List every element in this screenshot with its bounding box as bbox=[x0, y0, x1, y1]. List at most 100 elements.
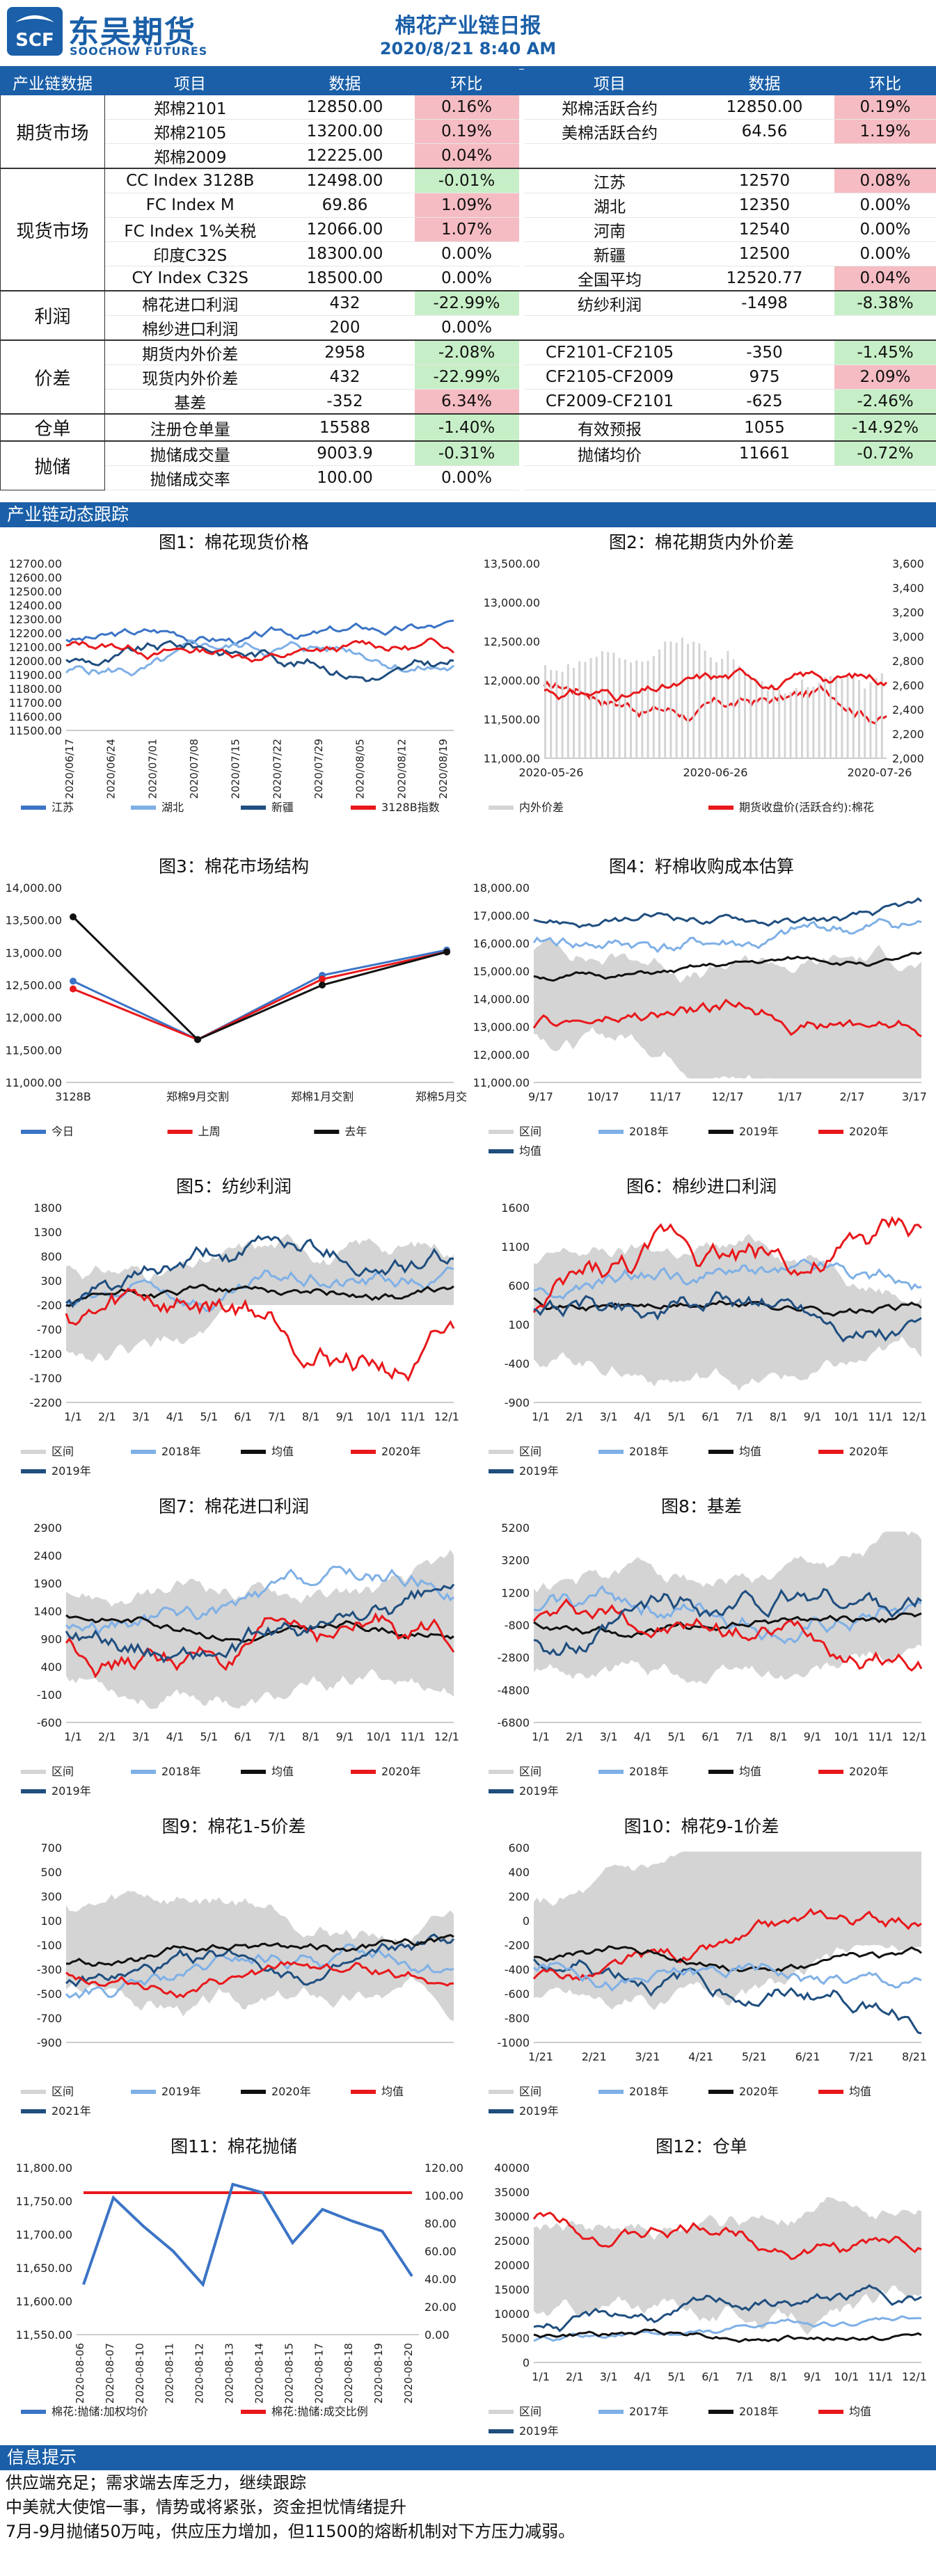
spread-bar bbox=[852, 675, 855, 758]
tick-label: -2800 bbox=[498, 1651, 530, 1665]
spread-bar bbox=[761, 681, 763, 758]
spread-bar bbox=[618, 657, 621, 758]
tick-label: 郑棉5月交割 bbox=[415, 1090, 468, 1103]
tick-label: 12/1 bbox=[902, 1730, 927, 1743]
spread-bar bbox=[744, 671, 746, 758]
value-cell: 12066.00 bbox=[275, 217, 415, 242]
tick-label: 2020-08-19 bbox=[372, 2343, 385, 2403]
value-cell: 100.00 bbox=[275, 465, 415, 490]
change-cell: 0.04% bbox=[414, 143, 519, 169]
tick-label: 2020-08-10 bbox=[134, 2343, 146, 2403]
item-cell bbox=[524, 465, 695, 490]
change-cell: 1.07% bbox=[414, 217, 519, 242]
tick-label: 2,400 bbox=[892, 703, 924, 717]
tick-label: 2020/06/17 bbox=[63, 739, 76, 799]
tick-label: 1100 bbox=[501, 1240, 530, 1254]
tick-label: 2020-08-14 bbox=[253, 2343, 265, 2403]
tick-label: 1600 bbox=[501, 1201, 530, 1215]
tick-label: 80.00 bbox=[425, 2217, 457, 2230]
col-header: 项目 bbox=[104, 69, 276, 95]
item-cell: 抛储均价 bbox=[524, 440, 695, 466]
legend-item: 江苏 bbox=[51, 801, 74, 814]
series-line bbox=[532, 998, 922, 1038]
value-cell: 18300.00 bbox=[275, 241, 415, 266]
legend-swatch bbox=[489, 1770, 514, 1774]
item-cell: 注册仓单量 bbox=[104, 413, 276, 442]
value-cell: 12540 bbox=[695, 217, 834, 242]
series-line bbox=[533, 1587, 922, 1656]
series-line bbox=[532, 2211, 922, 2260]
spread-bar bbox=[732, 659, 735, 758]
tick-label: 7/1 bbox=[268, 1730, 286, 1743]
tick-label: 1/1 bbox=[64, 1730, 82, 1743]
col-spacer bbox=[518, 290, 525, 316]
tick-label: -6800 bbox=[498, 1716, 530, 1729]
legend-swatch bbox=[708, 2410, 733, 2414]
change-cell: -1.40% bbox=[414, 413, 519, 442]
legend-swatch bbox=[489, 1469, 514, 1473]
series-line bbox=[65, 1934, 454, 1967]
table-header-row: 产业链数据 项目 数据 环比 项目 数据 环比 bbox=[0, 69, 936, 95]
legend-item: 2020年 bbox=[849, 1445, 889, 1458]
tick-label: 2020-08-17 bbox=[312, 2343, 325, 2403]
change-cell bbox=[834, 465, 936, 490]
change-cell: 0.00% bbox=[834, 193, 936, 218]
value-cell: -1498 bbox=[695, 290, 834, 316]
series-line bbox=[533, 1297, 922, 1317]
spread-bar bbox=[589, 658, 592, 758]
table-row: CY Index C32S 18500.00 0.00% 全国平均 12520.77 0.… bbox=[1, 266, 936, 291]
value-cell: 11661 bbox=[695, 440, 834, 466]
legend-swatch bbox=[241, 2410, 266, 2414]
tick-label: 2020/07/08 bbox=[188, 739, 200, 799]
legend-swatch bbox=[21, 2090, 46, 2094]
tick-label: 12500.00 bbox=[9, 585, 62, 598]
change-cell: 0.00% bbox=[414, 266, 519, 291]
tick-label: 2020/08/19 bbox=[437, 739, 450, 799]
legend-swatch bbox=[489, 1149, 514, 1153]
chart-svg: 14,000.00 13,500.00 13,000.00 12,500.00 12,0… bbox=[6, 881, 468, 1138]
tick-label: 30000 bbox=[494, 2210, 530, 2223]
spread-bar bbox=[772, 685, 775, 758]
tick-label: 11/1 bbox=[400, 1730, 425, 1743]
legend-swatch bbox=[314, 1130, 340, 1134]
spread-bar bbox=[550, 670, 553, 758]
spread-bar bbox=[830, 675, 832, 758]
tick-label: 1900 bbox=[33, 1577, 62, 1590]
tick-label: 3200 bbox=[501, 1554, 530, 1567]
group-label: 期货市场 bbox=[0, 95, 105, 169]
series-line bbox=[82, 2182, 413, 2288]
series-line bbox=[65, 1583, 455, 1664]
spread-bar bbox=[544, 665, 546, 758]
legend-swatch bbox=[708, 1770, 733, 1774]
tick-label: 400 bbox=[508, 1866, 530, 1879]
tick-label: 4/1 bbox=[634, 1410, 652, 1423]
spread-bar bbox=[681, 637, 683, 758]
series-line bbox=[533, 1945, 922, 1973]
tick-label: 6/1 bbox=[234, 1730, 252, 1743]
item-cell: CF2101-CF2105 bbox=[524, 339, 695, 365]
info-title: 信息提示 bbox=[7, 2447, 77, 2467]
item-cell: 郑棉活跃合约 bbox=[524, 95, 695, 120]
tick-label: 1/21 bbox=[528, 2050, 553, 2063]
series-line bbox=[532, 1907, 922, 1981]
tick-label: 5/1 bbox=[667, 2370, 685, 2383]
legend-item: 2020年 bbox=[849, 1765, 889, 1778]
change-cell: -0.01% bbox=[414, 168, 519, 193]
tick-label: 9/1 bbox=[804, 1410, 822, 1423]
tick-label: -600 bbox=[505, 1987, 530, 2001]
col-spacer bbox=[519, 218, 525, 242]
tick-label: 11,750.00 bbox=[16, 2195, 72, 2208]
legend-swatch bbox=[818, 1130, 843, 1134]
change-cell: 0.00% bbox=[834, 217, 936, 242]
tick-label: 11600.00 bbox=[9, 710, 62, 723]
legend-item: 内外价差 bbox=[519, 801, 564, 814]
tick-label: 400 bbox=[40, 1661, 62, 1674]
spread-bar bbox=[869, 682, 872, 758]
tick-label: 15,000.00 bbox=[473, 965, 530, 978]
chart-title: 图8：基差 bbox=[661, 1496, 742, 1517]
table-row: 现货内外价差 432 -22.99% CF2105-CF2009 975 2.09% bbox=[1, 365, 936, 390]
col-spacer bbox=[519, 365, 525, 390]
section-bar-info: 信息提示 bbox=[0, 2445, 936, 2470]
